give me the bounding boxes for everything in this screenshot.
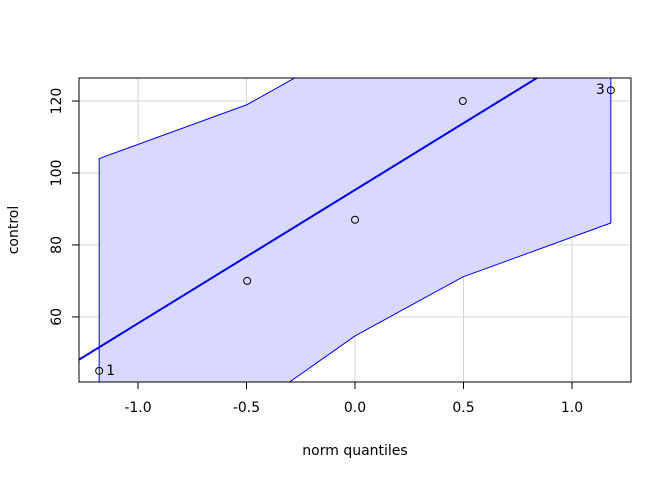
- point-label: 1: [106, 363, 115, 379]
- plot-area: [79, 78, 631, 382]
- y-axis-label: control: [6, 206, 22, 255]
- point: [458, 97, 467, 106]
- x-tick-label: -1.0: [124, 400, 151, 416]
- point-label: 3: [596, 82, 605, 98]
- x-axis-label: norm quantiles: [302, 443, 407, 459]
- point: [351, 215, 359, 224]
- point: [606, 86, 615, 95]
- y-tick-label: 60: [49, 308, 65, 326]
- y-tick-label: 120: [49, 88, 65, 115]
- x-tick-label: 0.5: [452, 400, 474, 416]
- point: [95, 366, 104, 375]
- x-tick-label: -0.5: [233, 400, 260, 416]
- x-tick-label: 1.0: [561, 400, 583, 416]
- x-tick-label: 0.0: [344, 400, 366, 416]
- reference-line: [79, 78, 539, 361]
- plot-frame: [78, 77, 632, 383]
- y-tick-label: 100: [49, 160, 65, 187]
- point: [243, 276, 252, 285]
- confidence-envelope: [98, 78, 612, 382]
- y-tick-label: 80: [49, 236, 65, 254]
